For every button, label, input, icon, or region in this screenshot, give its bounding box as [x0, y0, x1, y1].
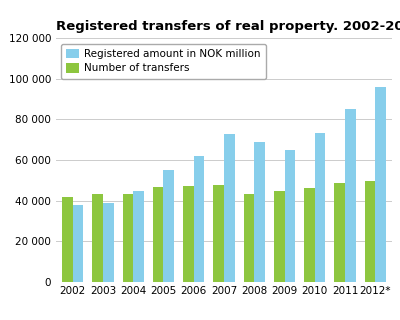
Bar: [133, 191, 144, 282]
Bar: [73, 204, 83, 282]
Bar: [214, 185, 224, 282]
Bar: [375, 87, 386, 282]
Bar: [103, 203, 114, 282]
Legend: Registered amount in NOK million, Number of transfers: Registered amount in NOK million, Number…: [61, 44, 266, 79]
Bar: [62, 197, 73, 282]
Bar: [274, 191, 284, 282]
Bar: [92, 195, 103, 282]
Bar: [254, 142, 265, 282]
Bar: [164, 170, 174, 282]
Bar: [315, 132, 326, 282]
Bar: [122, 195, 133, 282]
Text: Registered transfers of real property. 2002-2012* 3rd quarter: Registered transfers of real property. 2…: [56, 20, 400, 33]
Bar: [345, 109, 356, 282]
Bar: [224, 134, 234, 282]
Bar: [244, 195, 254, 282]
Bar: [365, 181, 375, 282]
Bar: [194, 156, 204, 282]
Bar: [284, 150, 295, 282]
Bar: [153, 187, 164, 282]
Bar: [334, 183, 345, 282]
Bar: [304, 188, 315, 282]
Bar: [183, 186, 194, 282]
